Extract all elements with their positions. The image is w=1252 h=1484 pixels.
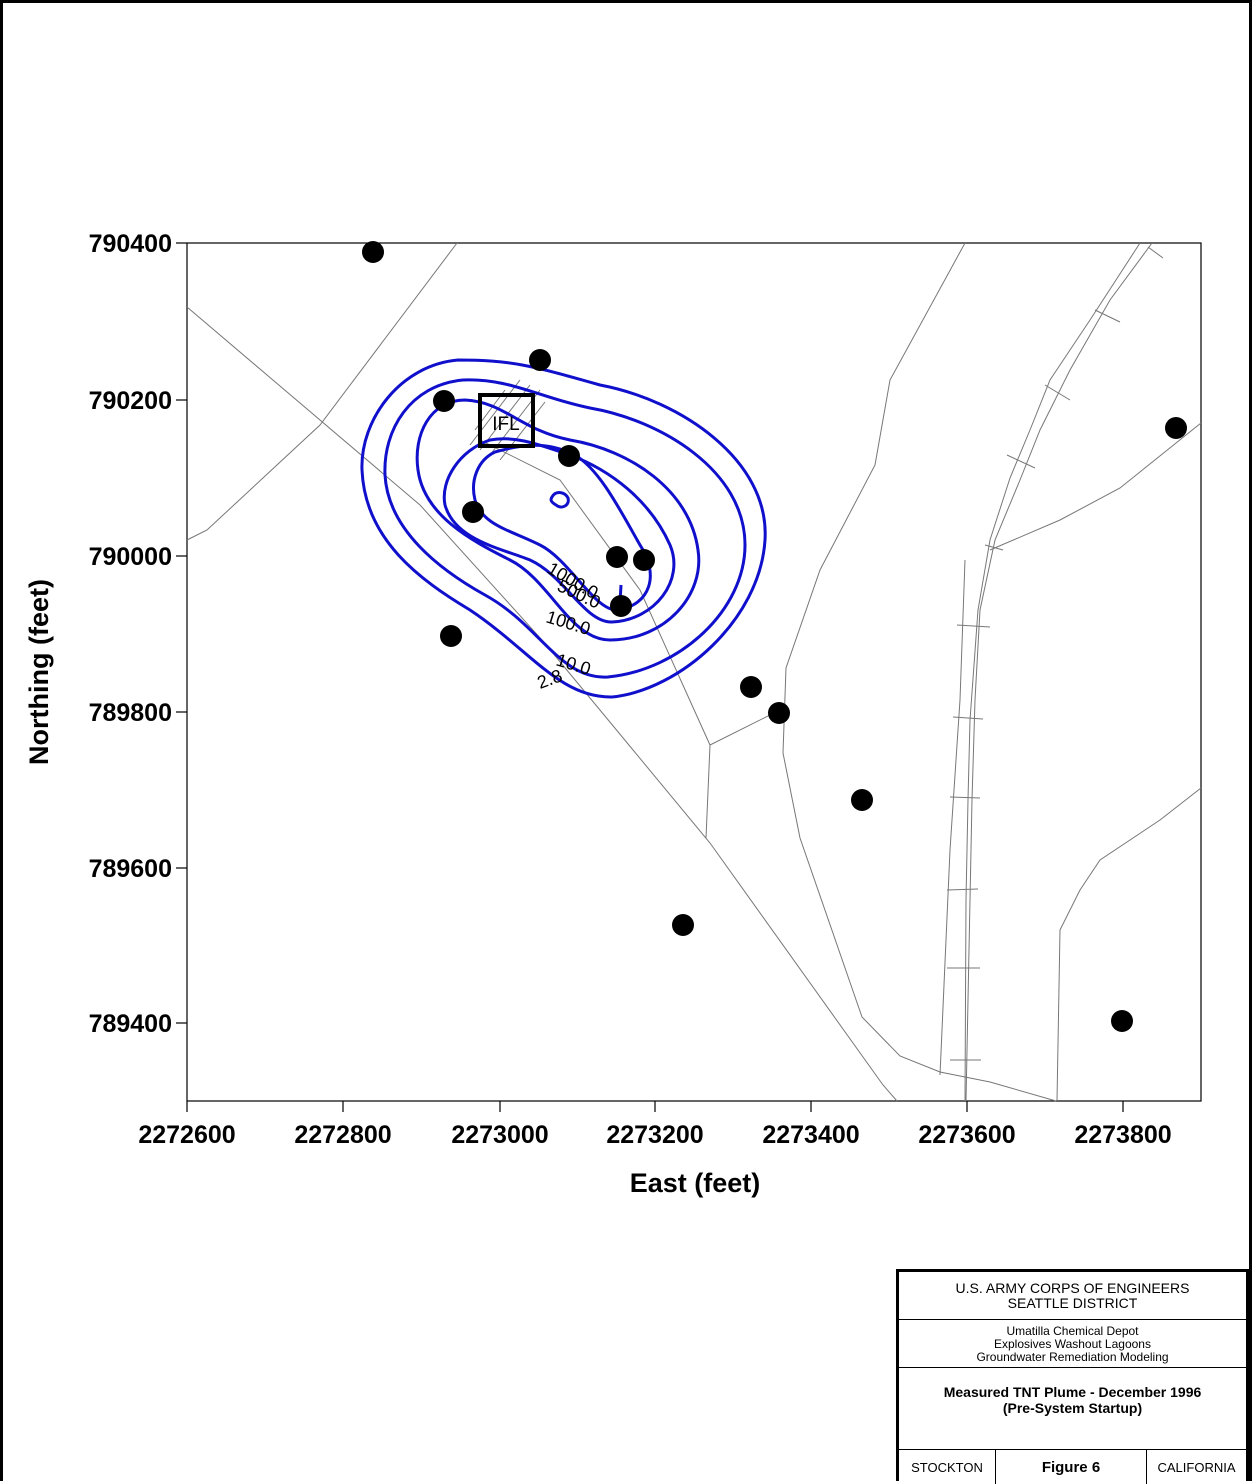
tnt-contours <box>360 358 767 699</box>
axis-tick-marks <box>176 242 1124 1112</box>
monitoring-well <box>672 914 694 936</box>
contour-10 <box>383 378 747 679</box>
x-tick-label: 2273600 <box>918 1121 1015 1149</box>
contour-1000 <box>472 443 652 612</box>
x-tick-labels: 2272600 2272800 2273000 2273200 2273400 … <box>138 1121 1171 1149</box>
x-tick-label: 2273400 <box>762 1121 859 1149</box>
y-tick-label: 790400 <box>89 230 172 258</box>
monitoring-well <box>462 501 484 523</box>
footer-state: CALIFORNIA <box>1157 1459 1236 1475</box>
monitoring-well <box>851 789 873 811</box>
monitoring-well <box>768 702 790 724</box>
monitoring-well <box>529 349 551 371</box>
monitoring-well <box>362 241 384 263</box>
road-line <box>964 242 1141 1102</box>
road-line <box>709 709 781 746</box>
x-axis-title: East (feet) <box>630 1168 761 1198</box>
y-tick-label: 789400 <box>89 1010 172 1038</box>
title-block-footer: STOCKTON Figure 6 CALIFORNIA <box>899 1450 1246 1484</box>
title-block-figure-title: Measured TNT Plume - December 1996 (Pre-… <box>899 1368 1246 1450</box>
monitoring-well <box>1165 417 1187 439</box>
y-tick-label: 789600 <box>89 855 172 883</box>
title-block-project: Umatilla Chemical Depot Explosives Washo… <box>899 1320 1246 1368</box>
monitoring-well <box>633 549 655 571</box>
road-line <box>186 306 898 1102</box>
figure-title: Measured TNT Plume - December 1996 <box>943 1384 1202 1400</box>
site-features <box>186 242 1202 1102</box>
source-area-label: IFL <box>492 414 519 435</box>
contour-2-8 <box>360 358 767 699</box>
contour-500 <box>442 437 676 624</box>
x-tick-label: 2273200 <box>606 1121 703 1149</box>
x-tick-label: 2273000 <box>451 1121 548 1149</box>
road-line <box>782 242 1057 1102</box>
monitoring-well <box>558 445 580 467</box>
y-tick-label: 790000 <box>89 543 172 571</box>
contour-hotspot <box>549 491 570 509</box>
monitoring-well <box>440 625 462 647</box>
y-tick-label: 790200 <box>89 387 172 415</box>
monitoring-wells <box>362 241 1187 1032</box>
x-tick-label: 2273800 <box>1074 1121 1171 1149</box>
footer-figure-number: Figure 6 <box>996 1450 1147 1484</box>
x-tick-label: 2272800 <box>294 1121 391 1149</box>
road-line <box>1056 787 1202 1102</box>
road-line <box>186 242 458 541</box>
title-block: U.S. ARMY CORPS OF ENGINEERS SEATTLE DIS… <box>896 1269 1249 1484</box>
source-area-box <box>478 393 535 448</box>
figure-subtitle: (Pre-System Startup) <box>1002 1400 1143 1416</box>
y-tick-label: 789800 <box>89 699 172 727</box>
project-line: Explosives Washout Lagoons <box>994 1337 1151 1351</box>
plot-frame <box>186 242 1202 1102</box>
contour-label-100: 100.0 <box>544 607 593 639</box>
footer-office: STOCKTON <box>899 1450 996 1484</box>
monitoring-well <box>740 676 762 698</box>
monitoring-well <box>610 595 632 617</box>
road-line <box>479 439 711 839</box>
y-tick-labels: 790400 790200 790000 789800 789600 78940… <box>89 230 172 1038</box>
monitoring-well <box>606 546 628 568</box>
agency-name: U.S. ARMY CORPS OF ENGINEERS <box>955 1280 1190 1296</box>
x-tick-label: 2272600 <box>138 1121 235 1149</box>
road-line <box>965 242 1153 1102</box>
project-line: Groundwater Remediation Modeling <box>976 1350 1169 1364</box>
contour-100 <box>415 398 701 642</box>
project-line: Umatilla Chemical Depot <box>1006 1324 1139 1338</box>
road-line <box>939 559 966 1076</box>
y-axis-title: Northing (feet) <box>24 579 54 765</box>
title-block-agency: U.S. ARMY CORPS OF ENGINEERS SEATTLE DIS… <box>899 1272 1246 1320</box>
monitoring-well <box>1111 1010 1133 1032</box>
monitoring-well <box>433 390 455 412</box>
road-line <box>989 422 1202 551</box>
agency-district: SEATTLE DISTRICT <box>1007 1295 1138 1311</box>
